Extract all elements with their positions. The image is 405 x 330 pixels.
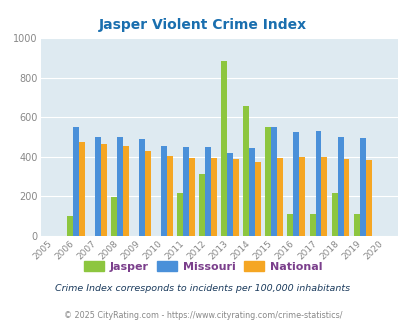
Legend: Jasper, Missouri, National: Jasper, Missouri, National [80,258,325,276]
Bar [315,131,321,236]
Bar [353,214,359,236]
Bar [271,127,277,236]
Bar [265,127,271,236]
Bar [167,156,173,236]
Bar [243,106,249,236]
Bar [123,146,129,236]
Text: Jasper Violent Crime Index: Jasper Violent Crime Index [99,18,306,32]
Bar [364,160,371,236]
Bar [293,132,298,236]
Bar [343,159,349,236]
Bar [298,157,305,236]
Bar [337,137,343,236]
Bar [287,214,293,236]
Bar [139,139,145,236]
Bar [211,158,217,236]
Bar [249,148,255,236]
Bar [67,216,73,236]
Bar [255,162,260,236]
Bar [161,146,167,236]
Bar [111,197,117,236]
Bar [277,158,283,236]
Bar [183,147,189,236]
Bar [117,137,123,236]
Bar [221,61,227,236]
Bar [232,159,239,236]
Bar [79,143,85,236]
Bar [177,193,183,236]
Text: © 2025 CityRating.com - https://www.cityrating.com/crime-statistics/: © 2025 CityRating.com - https://www.city… [64,311,341,320]
Bar [359,138,364,236]
Bar [73,127,79,236]
Bar [189,158,195,236]
Bar [227,153,232,236]
Text: Crime Index corresponds to incidents per 100,000 inhabitants: Crime Index corresponds to incidents per… [55,284,350,293]
Bar [309,214,315,236]
Bar [331,193,337,236]
Bar [321,157,326,236]
Bar [101,145,107,236]
Bar [199,174,205,236]
Bar [145,151,151,236]
Bar [205,147,211,236]
Bar [95,137,101,236]
